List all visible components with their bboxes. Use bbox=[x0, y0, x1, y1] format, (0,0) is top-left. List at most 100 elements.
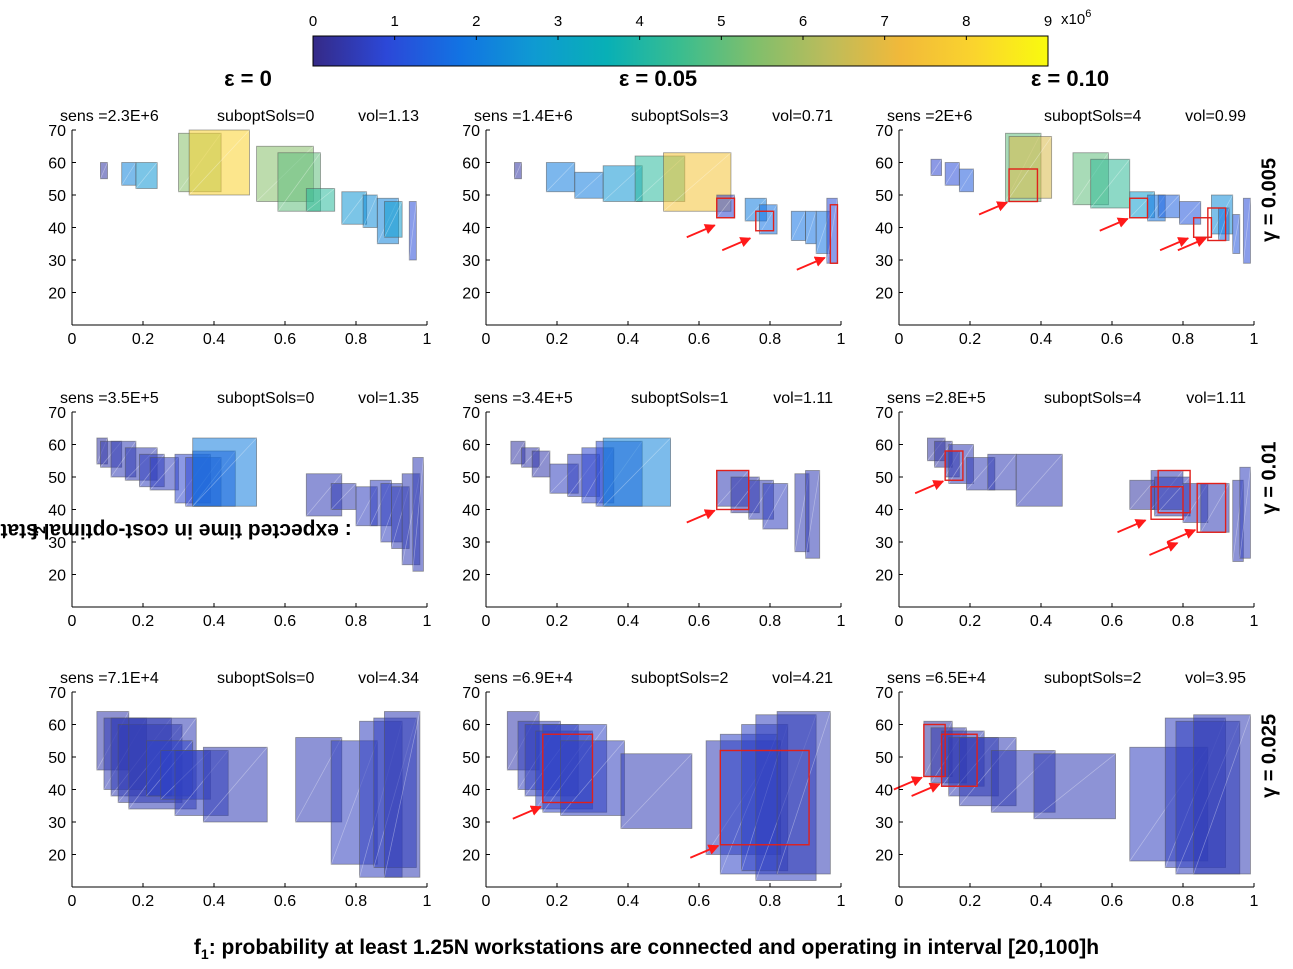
x-tick-label: 0 bbox=[68, 893, 77, 910]
panel-subopt-label: suboptSols=0 bbox=[217, 390, 315, 407]
panel-subopt-label: suboptSols=3 bbox=[631, 108, 729, 125]
solution-box bbox=[930, 158, 943, 176]
solution-box bbox=[776, 711, 831, 875]
suboptimal-highlight-box bbox=[1196, 482, 1227, 533]
solution-box bbox=[602, 437, 672, 507]
x-tick-label: 0.2 bbox=[132, 893, 154, 910]
solution-box bbox=[1179, 201, 1202, 225]
y-tick-label: 40 bbox=[48, 783, 66, 800]
box-diagonal bbox=[948, 444, 974, 484]
x-tick-label: 0.4 bbox=[203, 331, 225, 348]
colorbar-tick-label: 9 bbox=[1044, 13, 1052, 30]
panel-subopt-label: suboptSols=4 bbox=[1044, 390, 1142, 407]
y-tick-label: 20 bbox=[875, 848, 893, 865]
y-tick-label: 30 bbox=[462, 253, 480, 270]
solution-box bbox=[545, 162, 576, 193]
panel-vol-label: vol=1.11 bbox=[773, 390, 833, 407]
panel-sens-label: sens =2.8E+5 bbox=[887, 390, 986, 407]
box-diagonal bbox=[1239, 467, 1251, 559]
column-header-eps-010: ε = 0.10 bbox=[1030, 66, 1110, 91]
panel-grid: sens =2.3E+6 suboptSols=0 vol=1.13 0 0.2 0.4 0… bbox=[48, 108, 1258, 910]
x-tick-label: 0.8 bbox=[1172, 331, 1194, 348]
x-tick-label: 1 bbox=[1250, 613, 1259, 630]
colorbar-tick-label: 3 bbox=[554, 13, 562, 30]
x-tick-label: 0 bbox=[895, 893, 904, 910]
x-tick-label: 0.8 bbox=[345, 331, 367, 348]
panel-subopt-label: suboptSols=1 bbox=[631, 390, 729, 407]
colorbar-multiplier: x106 bbox=[1061, 8, 1091, 28]
y-tick-label: 30 bbox=[462, 815, 480, 832]
suboptimal-highlight-box bbox=[923, 723, 946, 778]
box-diagonal bbox=[1033, 753, 1116, 820]
x-tick-label: 0.8 bbox=[1172, 893, 1194, 910]
box-diagonal bbox=[944, 162, 960, 186]
box-diagonal bbox=[546, 162, 576, 192]
panel-sens-label: sens =6.5E+4 bbox=[887, 670, 986, 687]
box-diagonal bbox=[602, 437, 671, 507]
box-diagonal bbox=[203, 747, 268, 823]
y-tick-label: 30 bbox=[462, 535, 480, 552]
box-diagonal bbox=[805, 211, 817, 244]
box-diagonal bbox=[1008, 136, 1052, 199]
y-tick-label: 30 bbox=[875, 535, 893, 552]
box-diagonal bbox=[1129, 480, 1155, 510]
box-diagonal bbox=[744, 198, 767, 222]
solution-box bbox=[330, 483, 357, 510]
panel-vol-label: vol=1.35 bbox=[358, 390, 419, 407]
y-tick-label: 30 bbox=[48, 815, 66, 832]
solution-box bbox=[149, 457, 179, 491]
solution-box bbox=[1242, 197, 1251, 264]
y-tick-label: 20 bbox=[875, 286, 893, 303]
box-diagonal bbox=[1218, 207, 1230, 241]
box-diagonal bbox=[121, 162, 137, 186]
solution-box bbox=[1008, 136, 1053, 199]
suboptimal-arrow bbox=[796, 256, 826, 271]
x-tick-label: 0.4 bbox=[1030, 893, 1052, 910]
box-diagonal bbox=[1015, 454, 1063, 507]
colorbar-tick-label: 2 bbox=[472, 13, 480, 30]
suboptimal-highlight-box bbox=[716, 469, 750, 511]
x-tick-label: 0 bbox=[482, 331, 491, 348]
x-tick-label: 0 bbox=[68, 331, 77, 348]
box-diagonal bbox=[574, 171, 604, 199]
suboptimal-highlight-box bbox=[542, 733, 594, 804]
y-tick-label: 50 bbox=[875, 470, 893, 487]
box-diagonal bbox=[192, 437, 257, 507]
solution-box bbox=[135, 162, 158, 189]
box-diagonal bbox=[1090, 159, 1131, 209]
solution-box bbox=[383, 201, 403, 238]
box-diagonal bbox=[1179, 201, 1202, 225]
solution-box bbox=[805, 470, 821, 559]
x-tick-label: 0.4 bbox=[203, 613, 225, 630]
y-tick-label: 60 bbox=[875, 718, 893, 735]
x-tick-label: 1 bbox=[837, 331, 846, 348]
x-tick-label: 0.8 bbox=[759, 613, 781, 630]
suboptimal-arrow bbox=[686, 224, 716, 239]
row-label-gamma-0025: γ = 0.025 bbox=[1258, 714, 1281, 798]
x-tick-label: 0.2 bbox=[959, 893, 981, 910]
suboptimal-arrow bbox=[893, 776, 923, 791]
box-diagonal bbox=[384, 711, 421, 878]
solution-box bbox=[202, 746, 268, 823]
box-diagonal bbox=[362, 194, 378, 228]
suboptimal-highlight-box bbox=[716, 197, 736, 219]
suboptimal-arrow bbox=[1166, 528, 1197, 543]
y-tick-label: 50 bbox=[48, 188, 66, 205]
solution-box bbox=[1015, 453, 1063, 507]
y-axis-label: f2: expected time in cost-optimal states… bbox=[0, 519, 352, 543]
box-diagonal bbox=[188, 129, 250, 196]
box-diagonal bbox=[759, 204, 778, 235]
y-tick-label: 70 bbox=[875, 123, 893, 140]
solution-box bbox=[408, 201, 417, 261]
x-tick-label: 1 bbox=[1250, 893, 1259, 910]
x-tick-label: 0.6 bbox=[688, 613, 710, 630]
y-tick-label: 20 bbox=[462, 848, 480, 865]
suboptimal-highlight-box bbox=[719, 749, 810, 846]
x-tick-label: 1 bbox=[837, 893, 846, 910]
panel-vol-label: vol=0.71 bbox=[772, 108, 833, 125]
colorbar-tick-label: 8 bbox=[962, 13, 970, 30]
box-diagonal bbox=[510, 441, 526, 465]
box-diagonal bbox=[987, 454, 1017, 491]
suboptimal-arrow bbox=[689, 844, 720, 859]
solution-box bbox=[100, 162, 108, 180]
